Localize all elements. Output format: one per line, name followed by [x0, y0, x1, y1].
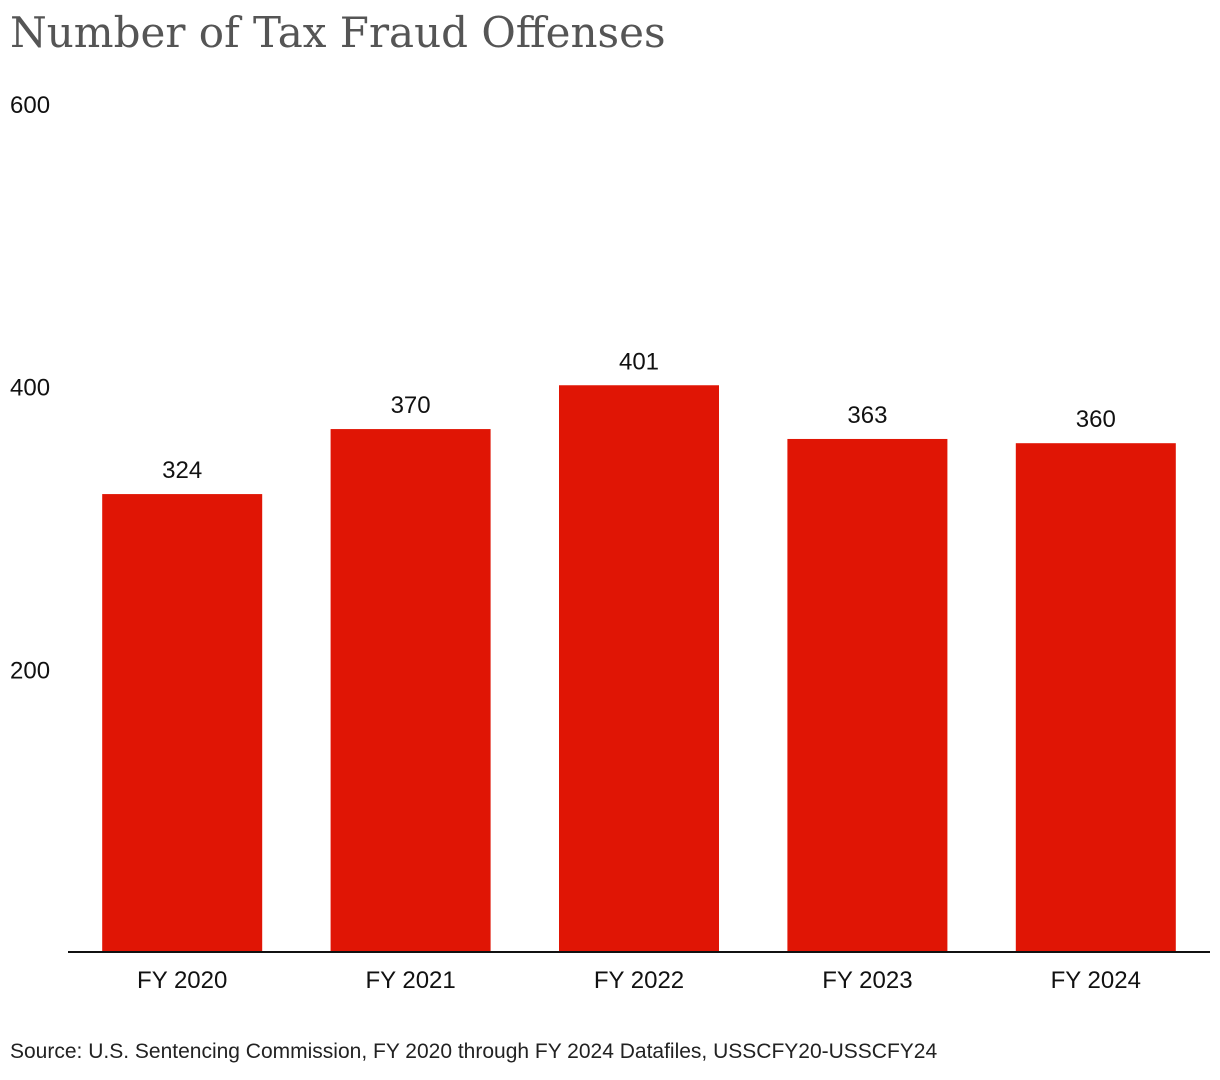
bar-value-label: 370 — [391, 392, 431, 419]
bar — [330, 429, 491, 953]
y-tick-label: 200 — [10, 657, 50, 684]
bar-value-label: 363 — [847, 402, 887, 429]
bar-value-label: 401 — [619, 348, 659, 375]
bar — [102, 494, 263, 952]
bar — [1015, 443, 1176, 952]
bar-value-label: 324 — [162, 457, 202, 484]
x-tick-label: FY 2022 — [594, 967, 684, 994]
bar — [787, 438, 948, 953]
bar — [559, 385, 719, 953]
x-tick-label: FY 2023 — [822, 967, 912, 994]
x-tick-label: FY 2024 — [1051, 967, 1141, 994]
y-tick-label: 400 — [10, 375, 50, 402]
bar-value-label: 360 — [1076, 406, 1116, 433]
x-tick-label: FY 2021 — [365, 967, 455, 994]
y-tick-label: 600 — [10, 92, 50, 119]
x-tick-label: FY 2020 — [137, 967, 227, 994]
chart-title: Number of Tax Fraud Offenses — [10, 8, 666, 57]
source-note: Source: U.S. Sentencing Commission, FY 2… — [10, 1040, 938, 1063]
